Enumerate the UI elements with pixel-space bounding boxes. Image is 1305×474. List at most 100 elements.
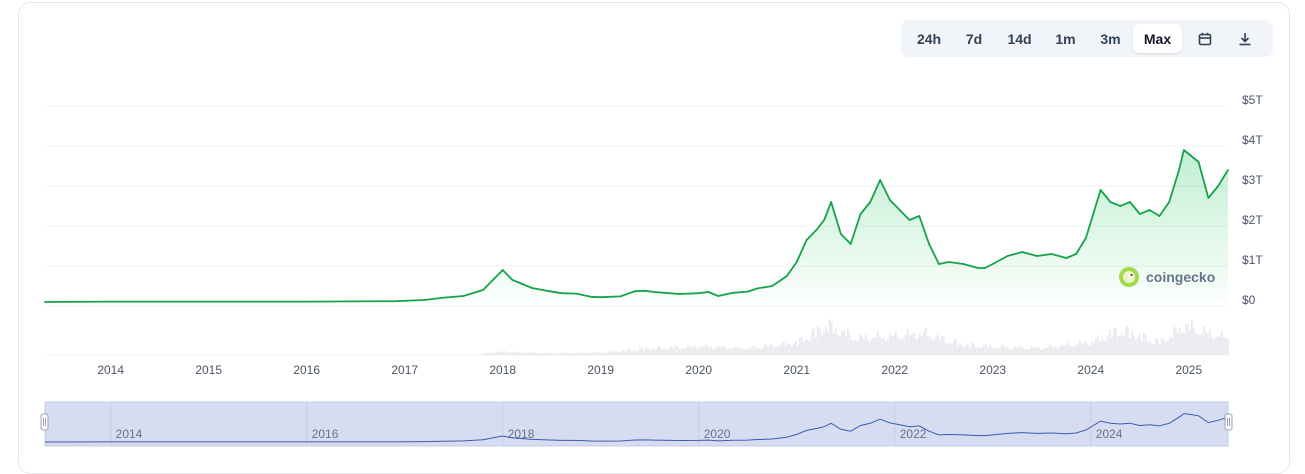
range-navigator[interactable]: 2014 2016 2018 2020 2022 2024 xyxy=(40,401,1233,447)
price-point xyxy=(560,292,563,295)
volume-bar xyxy=(1163,339,1165,355)
volume-bar xyxy=(1143,332,1145,355)
volume-bar xyxy=(831,322,833,355)
volume-bar xyxy=(913,333,915,355)
price-point xyxy=(1207,197,1210,199)
volume-bar xyxy=(585,352,587,355)
volume-bar xyxy=(955,339,957,355)
volume-bar xyxy=(901,339,903,355)
volume-bar xyxy=(997,346,999,355)
volume-bar xyxy=(833,333,835,355)
volume-bar xyxy=(1021,347,1023,355)
volume-bar xyxy=(1187,324,1189,355)
range-7d-button[interactable]: 7d xyxy=(965,30,983,47)
volume-bar xyxy=(947,343,949,355)
volume-bar xyxy=(1141,341,1143,355)
volume-bar xyxy=(841,330,843,355)
volume-bar xyxy=(629,348,631,355)
volume-bar xyxy=(587,353,589,355)
price-point xyxy=(898,209,901,211)
price-line xyxy=(44,149,1229,303)
volume-bar xyxy=(969,347,971,355)
volume-bar xyxy=(1159,344,1161,355)
volume-bar xyxy=(1001,344,1003,355)
price-point xyxy=(501,269,504,271)
volume-bar xyxy=(607,352,609,355)
price-point xyxy=(1050,253,1053,255)
volume-bar xyxy=(675,345,677,355)
volume-bar xyxy=(791,346,793,355)
calendar-icon[interactable] xyxy=(1185,24,1225,53)
volume-bar xyxy=(637,350,639,355)
navigator-selection[interactable] xyxy=(44,401,1229,447)
volume-bar xyxy=(1099,341,1101,355)
price-point xyxy=(575,292,578,295)
volume-bar xyxy=(1193,327,1195,355)
volume-bar xyxy=(541,353,543,355)
price-area-fill xyxy=(45,150,1228,302)
volume-bar xyxy=(737,347,739,355)
volume-bar xyxy=(939,340,941,355)
price-point xyxy=(717,295,720,297)
volume-bar xyxy=(1157,339,1159,355)
volume-bar xyxy=(1131,330,1133,355)
volume-bar xyxy=(915,339,917,355)
volume-bar xyxy=(533,351,535,355)
volume-bar xyxy=(643,350,645,355)
volume-bar xyxy=(1077,343,1079,355)
volume-bar xyxy=(627,349,629,355)
volume-bar xyxy=(741,347,743,355)
download-icon[interactable] xyxy=(1225,24,1265,53)
navigator-left-handle[interactable] xyxy=(40,413,49,431)
volume-bar xyxy=(787,342,789,355)
volume-bar xyxy=(611,350,613,355)
x-tick-label: 2024 xyxy=(1077,363,1104,377)
volume-bar xyxy=(633,350,635,355)
price-point xyxy=(599,296,602,299)
volume-bar xyxy=(961,344,963,355)
volume-bar xyxy=(655,349,657,355)
navigator-tick-label: 2016 xyxy=(312,427,339,441)
volume-bar xyxy=(865,334,867,355)
volume-bar xyxy=(767,346,769,355)
volume-bar xyxy=(687,344,689,355)
grid-lines xyxy=(45,105,1228,356)
volume-bar xyxy=(1023,348,1025,355)
y-tick-label: $4T xyxy=(1242,133,1263,147)
volume-bar xyxy=(905,334,907,355)
volume-bar xyxy=(1207,333,1209,355)
range-max-button[interactable]: Max xyxy=(1133,24,1182,53)
volume-bar xyxy=(815,337,817,355)
volume-bar xyxy=(645,347,647,355)
volume-bar xyxy=(635,350,637,355)
volume-bar xyxy=(1165,342,1167,355)
volume-bar xyxy=(863,338,865,355)
volume-bar xyxy=(803,342,805,355)
price-point xyxy=(786,275,788,277)
volume-bar xyxy=(1223,337,1225,355)
volume-bar xyxy=(987,348,989,355)
volume-bar xyxy=(897,337,899,355)
volume-bar xyxy=(879,336,881,355)
volume-bar xyxy=(751,347,753,355)
volume-bar xyxy=(1213,339,1215,355)
volume-bar xyxy=(825,326,827,355)
volume-bar xyxy=(613,351,615,355)
x-tick-label: 2021 xyxy=(783,363,810,377)
price-point xyxy=(1021,251,1024,253)
volume-bar xyxy=(1047,347,1049,355)
volume-bar xyxy=(1043,348,1045,355)
navigator-right-handle[interactable] xyxy=(1224,413,1233,431)
volume-bar xyxy=(1125,326,1127,355)
volume-bar xyxy=(1149,340,1151,355)
volume-bar xyxy=(773,347,775,355)
price-point xyxy=(746,290,749,293)
volume-bar xyxy=(511,352,513,355)
range-3m-button[interactable]: 3m xyxy=(1100,30,1121,47)
volume-bar xyxy=(501,352,503,355)
market-cap-chart[interactable]: $0$1T$2T$3T$4T$5T 2014 2015 2016 2017 2018 20… xyxy=(0,0,1305,448)
range-14d-button[interactable]: 14d xyxy=(1007,30,1032,47)
range-1m-button[interactable]: 1m xyxy=(1055,30,1076,47)
range-24h-button[interactable]: 24h xyxy=(916,30,942,47)
volume-bar xyxy=(1105,340,1107,355)
